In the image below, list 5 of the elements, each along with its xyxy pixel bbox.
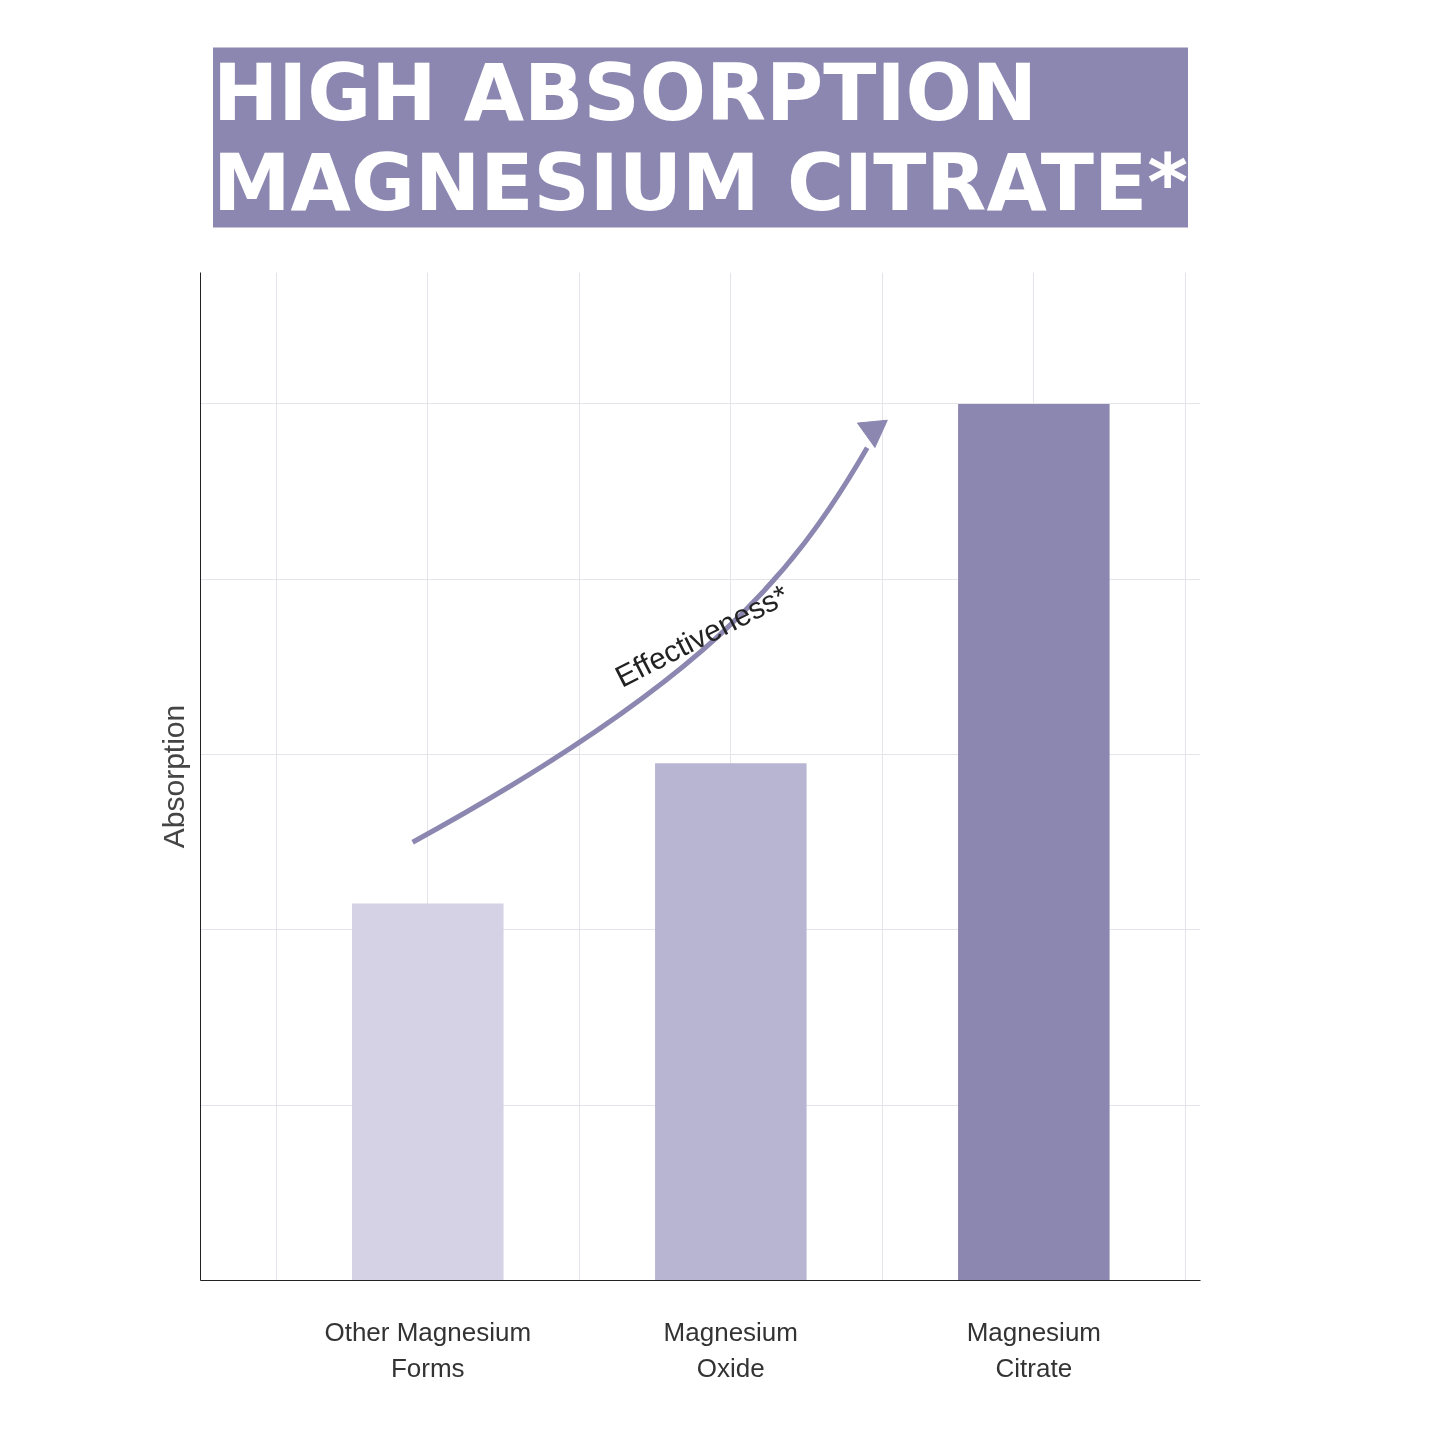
x-tick-label: Other Magnesium Forms	[324, 1316, 532, 1383]
x-tick-label: Magnesium Oxide	[663, 1316, 799, 1383]
y-axis-title: Absorption	[156, 704, 190, 849]
x-tick-label: Magnesium Citrate	[966, 1316, 1102, 1383]
chart-title: HIGH ABSORPTION MAGNESIUM CITRATE*	[213, 47, 1188, 228]
